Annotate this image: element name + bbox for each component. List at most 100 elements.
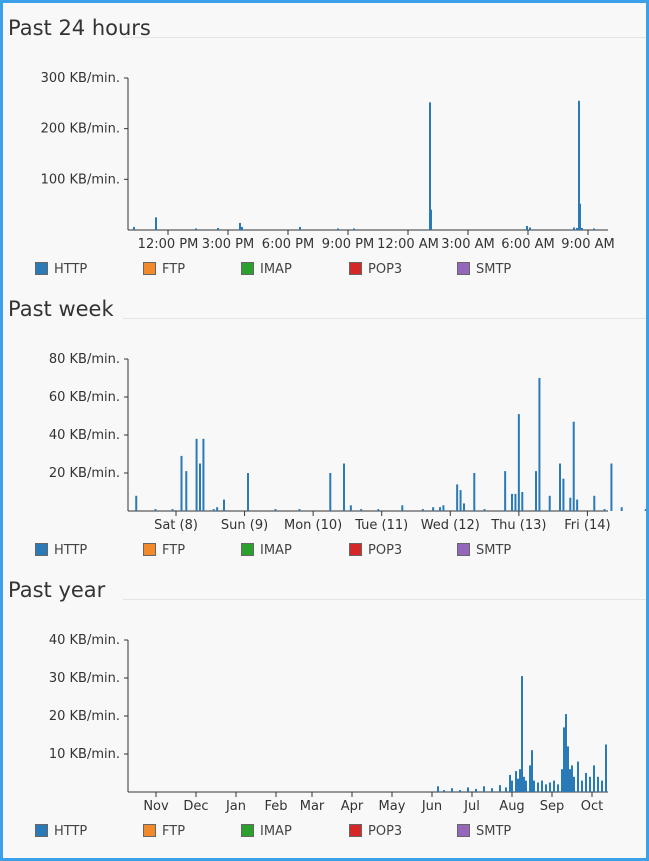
data-bar: [459, 790, 461, 792]
data-bar: [538, 378, 541, 511]
data-bar: [429, 102, 431, 230]
data-bar: [216, 507, 219, 511]
x-tick-label: Jan: [225, 799, 246, 814]
data-bar: [597, 776, 599, 792]
data-bar: [517, 778, 519, 792]
legend-swatch: [349, 543, 362, 556]
data-bar: [299, 226, 301, 230]
data-bar: [459, 490, 462, 511]
panel-week: Past week 20 KB/min. 40 KB/min. 60 KB/min.…: [3, 281, 646, 566]
x-tick-label: Dec: [183, 799, 208, 814]
panel-title: Past week: [8, 297, 114, 321]
legend-label: POP3: [368, 543, 403, 558]
data-bar: [274, 509, 277, 511]
legend-swatch: [143, 262, 156, 275]
data-bar: [135, 495, 138, 511]
x-tick-label: Mar: [300, 799, 325, 814]
data-bar: [562, 478, 565, 511]
data-bar: [202, 438, 205, 511]
y-tick-label: 30 KB/min.: [49, 671, 120, 686]
data-bar: [548, 495, 551, 511]
data-bar: [133, 226, 135, 230]
data-bar: [557, 784, 559, 792]
x-tick-label: Mon (10): [284, 518, 342, 533]
data-bar: [432, 507, 435, 511]
data-bar: [577, 761, 579, 792]
legend-swatch: [35, 262, 48, 275]
y-tick-label: 300 KB/min.: [41, 71, 120, 86]
data-bar: [525, 780, 527, 792]
legend-swatch: [241, 262, 254, 275]
divider: [123, 318, 646, 319]
legend-swatch: [349, 262, 362, 275]
data-bar: [353, 228, 355, 230]
data-bar: [535, 471, 537, 511]
data-bar: [217, 227, 219, 230]
data-bar: [531, 750, 533, 792]
y-tick-label: 40 KB/min.: [49, 633, 120, 648]
data-bar: [571, 765, 573, 792]
data-bar: [519, 769, 521, 792]
x-tick-label: Sat (8): [154, 518, 198, 533]
legend-item-http: HTTP: [35, 262, 87, 277]
data-bar: [521, 676, 523, 792]
data-bar: [239, 222, 241, 230]
legend-swatch: [457, 262, 470, 275]
legend-item-http: HTTP: [35, 824, 87, 839]
data-bar: [593, 228, 595, 230]
x-tick-label: Nov: [143, 799, 169, 814]
data-bar: [644, 509, 646, 511]
legend-label: POP3: [368, 824, 403, 839]
x-tick-label: Sep: [540, 799, 565, 814]
data-bar: [180, 455, 183, 511]
data-bar: [155, 217, 157, 230]
legend-swatch: [35, 824, 48, 837]
data-bar: [514, 493, 517, 511]
data-bar: [185, 471, 188, 511]
legend-label: POP3: [368, 262, 403, 277]
data-bar: [581, 780, 583, 792]
data-bar: [195, 438, 198, 511]
x-tick-label: Tue (11): [354, 518, 408, 533]
chart-week: 20 KB/min. 40 KB/min. 60 KB/min. 80 KB/min.…: [49, 352, 646, 533]
x-tick-label: Jun: [421, 799, 442, 814]
panel-24-hours: Past 24 hours 100 KB/min. 200 KB/min. 300 …: [3, 0, 646, 285]
data-bar: [569, 497, 572, 511]
data-bar: [504, 471, 507, 511]
data-bar: [610, 463, 613, 511]
data-bar: [559, 463, 561, 511]
data-bar: [605, 744, 607, 792]
legend-item-pop3: POP3: [349, 262, 402, 277]
data-bar: [537, 782, 539, 792]
legend-item-pop3: POP3: [349, 543, 402, 558]
legend-label: SMTP: [476, 262, 512, 277]
data-bar: [456, 484, 459, 511]
data-bar: [511, 780, 513, 792]
data-bar: [620, 507, 623, 511]
data-bar: [223, 499, 225, 511]
x-tick-label: 3:00 PM: [202, 237, 254, 252]
data-bar: [491, 788, 493, 792]
y-tick-label: 10 KB/min.: [49, 747, 120, 762]
legend-label: SMTP: [476, 824, 512, 839]
data-bar: [561, 769, 563, 792]
data-bar: [483, 786, 485, 792]
data-bar: [593, 765, 595, 792]
data-bar: [437, 786, 439, 792]
data-bar: [337, 228, 339, 230]
legend-swatch: [241, 543, 254, 556]
legend-swatch: [143, 824, 156, 837]
data-bar: [581, 227, 583, 230]
data-bar: [563, 727, 565, 792]
y-tick-label: 60 KB/min.: [49, 390, 120, 405]
x-tick-label: Thu (13): [490, 518, 546, 533]
data-bar: [483, 509, 486, 511]
x-tick-label: Fri (14): [564, 518, 610, 533]
data-bar: [212, 509, 215, 511]
x-tick-label: Feb: [264, 799, 287, 814]
data-bar: [573, 227, 575, 230]
legend-label: SMTP: [476, 543, 512, 558]
data-bar: [569, 769, 571, 792]
x-tick-label: 12:00 PM: [138, 237, 199, 252]
x-tick-label: 3:00 AM: [441, 237, 494, 252]
